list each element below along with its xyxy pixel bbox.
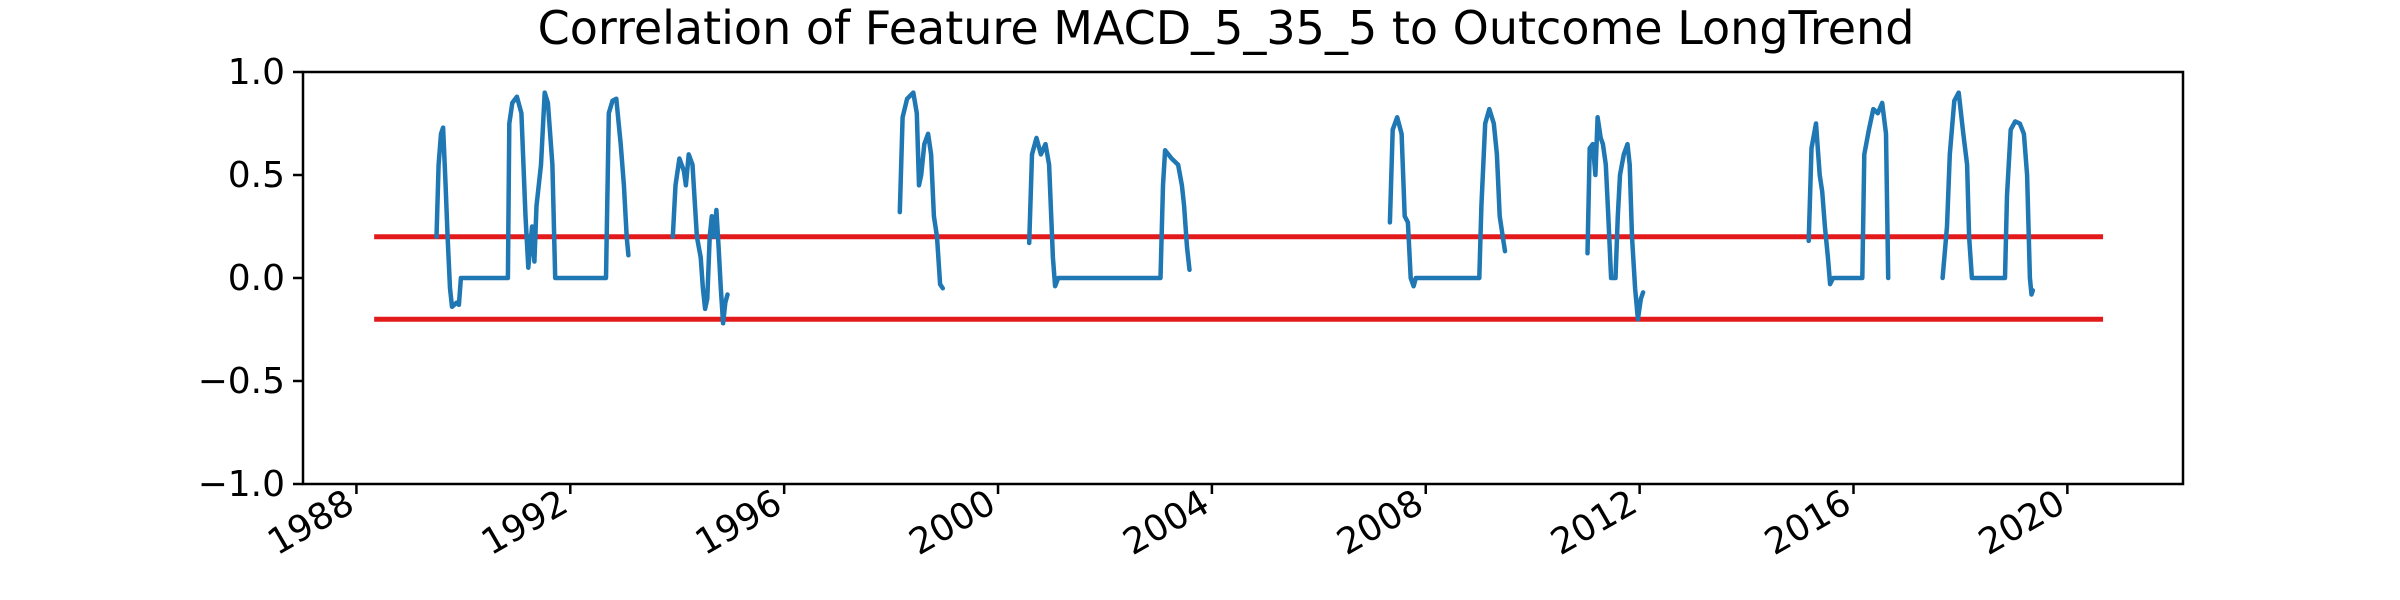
series-0-segment-6: [1806, 100, 1891, 287]
y-tick-label-1: 0.5: [228, 155, 285, 196]
x-tick-label-6: 2012: [1544, 482, 1644, 563]
series-layer: [434, 90, 2036, 326]
series-0-segment-3: [1026, 135, 1192, 289]
x-tick-label-1: 1992: [475, 482, 575, 563]
x-tick-label-2: 1996: [689, 482, 789, 563]
x-tick-label-5: 2008: [1330, 482, 1430, 563]
x-tick-label-7: 2016: [1758, 482, 1858, 563]
series-0-segment-2: [897, 90, 946, 291]
chart-title: Correlation of Feature MACD_5_35_5 to Ou…: [538, 1, 1915, 55]
y-tick-label-3: −0.5: [198, 361, 285, 402]
series-0-segment-1: [670, 152, 730, 326]
y-tick-label-0: 1.0: [228, 52, 285, 93]
x-tick-label-8: 2020: [1972, 482, 2072, 563]
x-tick-label-4: 2004: [1117, 482, 1217, 563]
x-axis: 1988 1992 1996 2000 2004 2008 2012 2016 2020: [261, 482, 2072, 563]
series-0-segment-4: [1387, 106, 1508, 289]
y-axis: 1.0 0.5 0.0 −0.5 −1.0: [198, 52, 303, 505]
y-tick-label-2: 0.0: [228, 258, 285, 299]
y-tick-label-4: −1.0: [198, 464, 285, 505]
series-0-segment-5: [1585, 115, 1646, 322]
threshold-lines: [374, 234, 2104, 322]
x-tick-label-3: 2000: [903, 482, 1003, 563]
series-0-segment-7: [1940, 90, 2036, 297]
series-0-segment-0: [434, 90, 631, 310]
